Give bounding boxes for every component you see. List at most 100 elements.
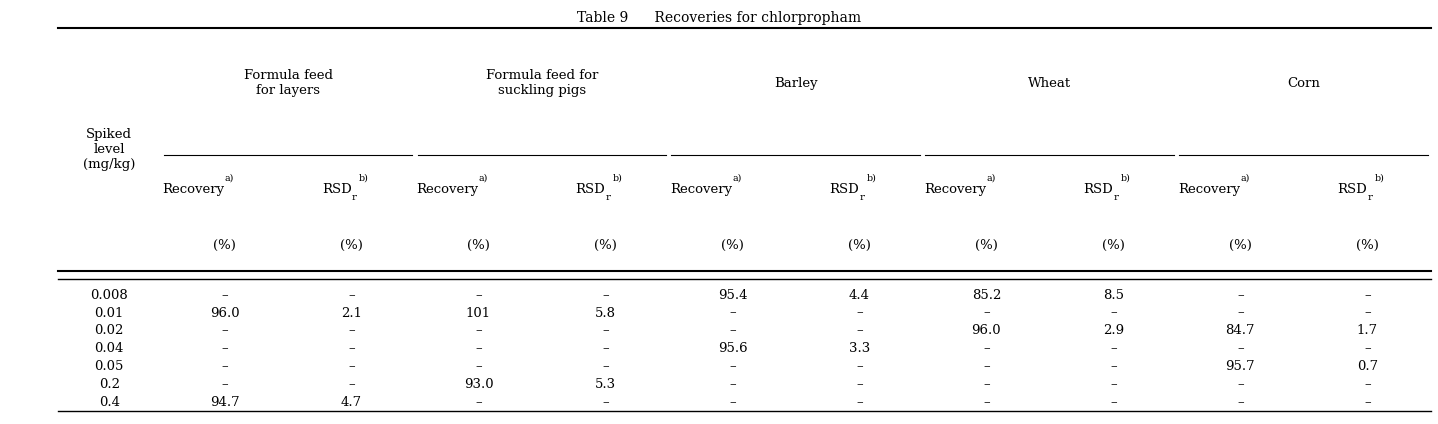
Text: 0.01: 0.01 bbox=[95, 307, 124, 320]
Text: –: – bbox=[221, 378, 227, 391]
Text: –: – bbox=[348, 324, 355, 338]
Text: b): b) bbox=[1122, 173, 1130, 182]
Text: (%): (%) bbox=[467, 240, 490, 252]
Text: (%): (%) bbox=[594, 240, 617, 252]
Text: –: – bbox=[1237, 307, 1244, 320]
Text: –: – bbox=[856, 360, 863, 373]
Text: a): a) bbox=[224, 173, 234, 182]
Text: –: – bbox=[475, 289, 482, 301]
Text: –: – bbox=[348, 378, 355, 391]
Text: a): a) bbox=[732, 173, 742, 182]
Text: Formula feed for
suckling pigs: Formula feed for suckling pigs bbox=[486, 69, 598, 97]
Text: b): b) bbox=[1375, 173, 1385, 182]
Text: Corn: Corn bbox=[1287, 77, 1320, 89]
Text: –: – bbox=[475, 342, 482, 355]
Text: –: – bbox=[1110, 307, 1117, 320]
Text: Formula feed
for layers: Formula feed for layers bbox=[243, 69, 332, 97]
Text: –: – bbox=[856, 307, 863, 320]
Text: r: r bbox=[1113, 193, 1119, 202]
Text: 96.0: 96.0 bbox=[972, 324, 1001, 338]
Text: (%): (%) bbox=[1102, 240, 1125, 252]
Text: –: – bbox=[603, 289, 608, 301]
Text: RSD: RSD bbox=[575, 183, 605, 196]
Text: –: – bbox=[603, 360, 608, 373]
Text: (%): (%) bbox=[1356, 240, 1379, 252]
Text: (%): (%) bbox=[720, 240, 743, 252]
Text: b): b) bbox=[867, 173, 877, 182]
Text: –: – bbox=[603, 342, 608, 355]
Text: Spiked
level
(mg/kg): Spiked level (mg/kg) bbox=[83, 128, 135, 171]
Text: 84.7: 84.7 bbox=[1225, 324, 1255, 338]
Text: –: – bbox=[1110, 342, 1117, 355]
Text: Wheat: Wheat bbox=[1028, 77, 1071, 89]
Text: a): a) bbox=[1241, 173, 1250, 182]
Text: –: – bbox=[221, 342, 227, 355]
Text: –: – bbox=[603, 396, 608, 409]
Text: –: – bbox=[1237, 378, 1244, 391]
Text: 0.05: 0.05 bbox=[95, 360, 124, 373]
Text: –: – bbox=[1365, 378, 1370, 391]
Text: –: – bbox=[856, 324, 863, 338]
Text: –: – bbox=[603, 324, 608, 338]
Text: Barley: Barley bbox=[774, 77, 818, 89]
Text: r: r bbox=[1368, 193, 1372, 202]
Text: 0.7: 0.7 bbox=[1357, 360, 1378, 373]
Text: –: – bbox=[1365, 342, 1370, 355]
Text: –: – bbox=[1237, 396, 1244, 409]
Text: –: – bbox=[475, 360, 482, 373]
Text: r: r bbox=[351, 193, 357, 202]
Text: 95.7: 95.7 bbox=[1225, 360, 1255, 373]
Text: r: r bbox=[860, 193, 864, 202]
Text: –: – bbox=[1237, 289, 1244, 301]
Text: RSD: RSD bbox=[322, 183, 351, 196]
Text: 2.1: 2.1 bbox=[341, 307, 362, 320]
Text: –: – bbox=[1110, 360, 1117, 373]
Text: r: r bbox=[605, 193, 610, 202]
Text: –: – bbox=[729, 324, 736, 338]
Text: 3.3: 3.3 bbox=[848, 342, 870, 355]
Text: 0.2: 0.2 bbox=[99, 378, 119, 391]
Text: 4.4: 4.4 bbox=[848, 289, 870, 301]
Text: –: – bbox=[729, 396, 736, 409]
Text: –: – bbox=[348, 289, 355, 301]
Text: –: – bbox=[856, 378, 863, 391]
Text: (%): (%) bbox=[848, 240, 871, 252]
Text: RSD: RSD bbox=[1337, 183, 1368, 196]
Text: –: – bbox=[221, 289, 227, 301]
Text: 0.02: 0.02 bbox=[95, 324, 124, 338]
Text: 0.4: 0.4 bbox=[99, 396, 119, 409]
Text: (%): (%) bbox=[1229, 240, 1252, 252]
Text: 94.7: 94.7 bbox=[210, 396, 239, 409]
Text: –: – bbox=[475, 324, 482, 338]
Text: (%): (%) bbox=[339, 240, 362, 252]
Text: –: – bbox=[1365, 396, 1370, 409]
Text: Table 9      Recoveries for chlorpropham: Table 9 Recoveries for chlorpropham bbox=[577, 11, 861, 25]
Text: 5.3: 5.3 bbox=[595, 378, 615, 391]
Text: –: – bbox=[984, 396, 989, 409]
Text: 5.8: 5.8 bbox=[595, 307, 615, 320]
Text: –: – bbox=[984, 378, 989, 391]
Text: –: – bbox=[1365, 307, 1370, 320]
Text: RSD: RSD bbox=[830, 183, 860, 196]
Text: Recovery: Recovery bbox=[417, 183, 479, 196]
Text: 101: 101 bbox=[466, 307, 490, 320]
Text: –: – bbox=[856, 396, 863, 409]
Text: –: – bbox=[1110, 378, 1117, 391]
Text: –: – bbox=[984, 342, 989, 355]
Text: 95.4: 95.4 bbox=[718, 289, 748, 301]
Text: RSD: RSD bbox=[1084, 183, 1113, 196]
Text: 93.0: 93.0 bbox=[463, 378, 493, 391]
Text: 1.7: 1.7 bbox=[1357, 324, 1378, 338]
Text: –: – bbox=[1110, 396, 1117, 409]
Text: 96.0: 96.0 bbox=[210, 307, 239, 320]
Text: –: – bbox=[984, 307, 989, 320]
Text: –: – bbox=[1365, 289, 1370, 301]
Text: 0.008: 0.008 bbox=[91, 289, 128, 301]
Text: –: – bbox=[348, 360, 355, 373]
Text: b): b) bbox=[613, 173, 623, 182]
Text: –: – bbox=[221, 324, 227, 338]
Text: 2.9: 2.9 bbox=[1103, 324, 1125, 338]
Text: 0.04: 0.04 bbox=[95, 342, 124, 355]
Text: a): a) bbox=[986, 173, 995, 182]
Text: b): b) bbox=[360, 173, 370, 182]
